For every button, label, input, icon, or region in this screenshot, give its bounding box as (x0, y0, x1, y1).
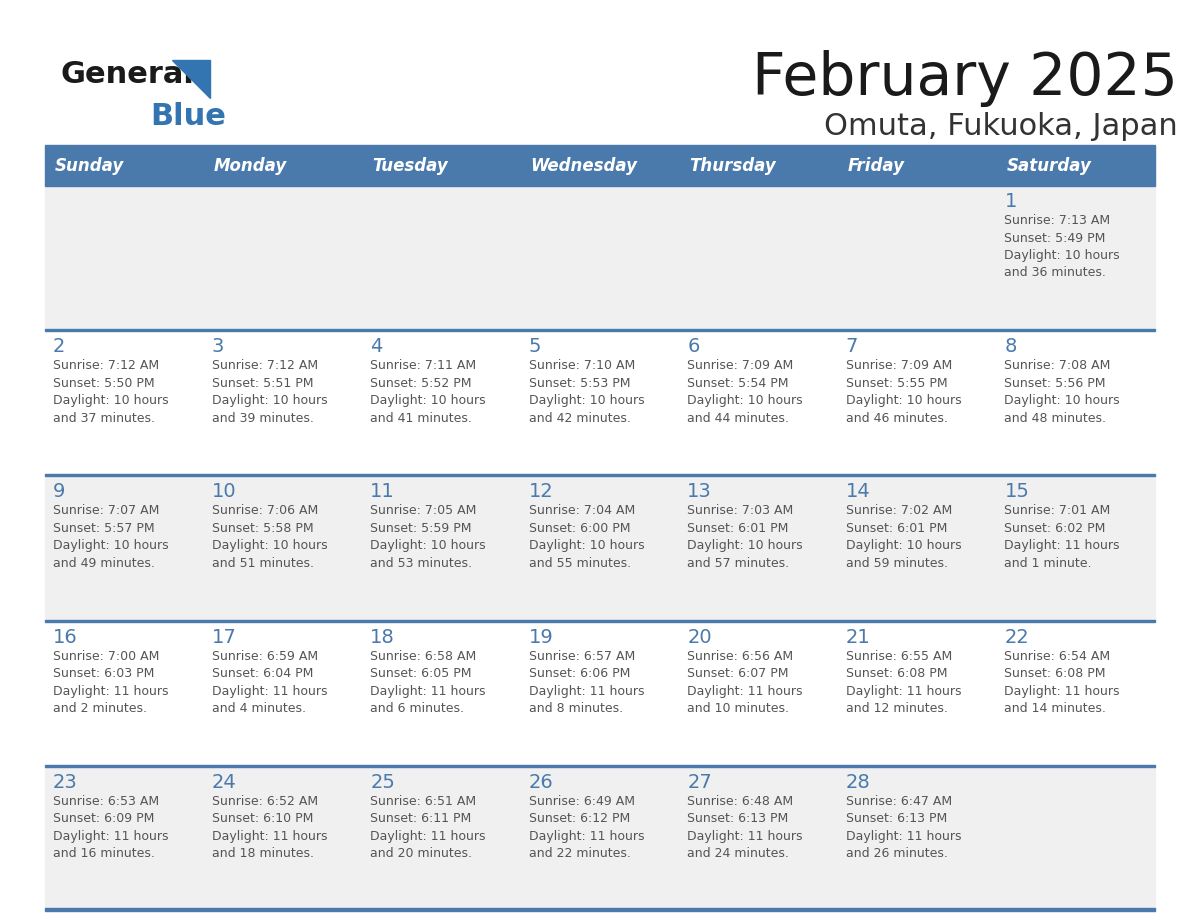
Text: Blue: Blue (150, 102, 226, 131)
Text: 21: 21 (846, 628, 871, 646)
Text: 2: 2 (53, 337, 65, 356)
Text: Monday: Monday (214, 157, 286, 175)
Bar (997, 148, 1155, 184)
Text: Sunrise: 6:51 AM
Sunset: 6:11 PM
Daylight: 11 hours
and 20 minutes.: Sunrise: 6:51 AM Sunset: 6:11 PM Dayligh… (371, 795, 486, 860)
Text: Sunrise: 7:09 AM
Sunset: 5:55 PM
Daylight: 10 hours
and 46 minutes.: Sunrise: 7:09 AM Sunset: 5:55 PM Dayligh… (846, 359, 961, 425)
Bar (362, 148, 520, 184)
Bar (45, 620, 1155, 765)
Text: Sunrise: 7:09 AM
Sunset: 5:54 PM
Daylight: 10 hours
and 44 minutes.: Sunrise: 7:09 AM Sunset: 5:54 PM Dayligh… (688, 359, 803, 425)
Text: Sunrise: 7:07 AM
Sunset: 5:57 PM
Daylight: 10 hours
and 49 minutes.: Sunrise: 7:07 AM Sunset: 5:57 PM Dayligh… (53, 504, 169, 570)
Text: Omuta, Fukuoka, Japan: Omuta, Fukuoka, Japan (824, 112, 1178, 141)
Text: 5: 5 (529, 337, 542, 356)
Bar (45, 148, 203, 184)
Text: Friday: Friday (848, 157, 905, 175)
Bar (45, 184, 1155, 330)
Text: Sunrise: 7:00 AM
Sunset: 6:03 PM
Daylight: 11 hours
and 2 minutes.: Sunrise: 7:00 AM Sunset: 6:03 PM Dayligh… (53, 650, 169, 715)
Text: Tuesday: Tuesday (372, 157, 448, 175)
Text: 7: 7 (846, 337, 858, 356)
Text: 16: 16 (53, 628, 77, 646)
Text: 3: 3 (211, 337, 225, 356)
Text: 26: 26 (529, 773, 554, 792)
Text: 6: 6 (688, 337, 700, 356)
Bar (203, 148, 362, 184)
Text: Sunrise: 6:59 AM
Sunset: 6:04 PM
Daylight: 11 hours
and 4 minutes.: Sunrise: 6:59 AM Sunset: 6:04 PM Dayligh… (211, 650, 327, 715)
Text: Thursday: Thursday (689, 157, 776, 175)
Bar (45, 145, 1155, 148)
Bar (45, 330, 1155, 331)
Text: Sunrise: 6:54 AM
Sunset: 6:08 PM
Daylight: 11 hours
and 14 minutes.: Sunrise: 6:54 AM Sunset: 6:08 PM Dayligh… (1004, 650, 1120, 715)
Text: Sunrise: 6:47 AM
Sunset: 6:13 PM
Daylight: 11 hours
and 26 minutes.: Sunrise: 6:47 AM Sunset: 6:13 PM Dayligh… (846, 795, 961, 860)
Bar (45, 184, 1155, 186)
Text: 11: 11 (371, 482, 394, 501)
Bar (45, 475, 1155, 476)
Bar (45, 908, 1155, 911)
Text: Sunrise: 7:13 AM
Sunset: 5:49 PM
Daylight: 10 hours
and 36 minutes.: Sunrise: 7:13 AM Sunset: 5:49 PM Dayligh… (1004, 214, 1120, 279)
Polygon shape (172, 60, 210, 98)
Text: 20: 20 (688, 628, 712, 646)
Bar (680, 148, 838, 184)
Text: 1: 1 (1004, 192, 1017, 211)
Text: 15: 15 (1004, 482, 1029, 501)
Bar (45, 765, 1155, 910)
Text: Sunrise: 6:56 AM
Sunset: 6:07 PM
Daylight: 11 hours
and 10 minutes.: Sunrise: 6:56 AM Sunset: 6:07 PM Dayligh… (688, 650, 803, 715)
Text: Sunrise: 6:58 AM
Sunset: 6:05 PM
Daylight: 11 hours
and 6 minutes.: Sunrise: 6:58 AM Sunset: 6:05 PM Dayligh… (371, 650, 486, 715)
Bar (45, 620, 1155, 621)
Text: 9: 9 (53, 482, 65, 501)
Text: Sunrise: 7:01 AM
Sunset: 6:02 PM
Daylight: 11 hours
and 1 minute.: Sunrise: 7:01 AM Sunset: 6:02 PM Dayligh… (1004, 504, 1120, 570)
Text: Sunrise: 7:08 AM
Sunset: 5:56 PM
Daylight: 10 hours
and 48 minutes.: Sunrise: 7:08 AM Sunset: 5:56 PM Dayligh… (1004, 359, 1120, 425)
Text: Sunrise: 7:06 AM
Sunset: 5:58 PM
Daylight: 10 hours
and 51 minutes.: Sunrise: 7:06 AM Sunset: 5:58 PM Dayligh… (211, 504, 327, 570)
Text: General: General (61, 60, 194, 89)
Text: 27: 27 (688, 773, 712, 792)
Text: Wednesday: Wednesday (531, 157, 638, 175)
Text: Sunrise: 6:49 AM
Sunset: 6:12 PM
Daylight: 11 hours
and 22 minutes.: Sunrise: 6:49 AM Sunset: 6:12 PM Dayligh… (529, 795, 644, 860)
Text: 28: 28 (846, 773, 871, 792)
Text: 25: 25 (371, 773, 396, 792)
Text: 17: 17 (211, 628, 236, 646)
Text: 10: 10 (211, 482, 236, 501)
Text: Sunrise: 6:57 AM
Sunset: 6:06 PM
Daylight: 11 hours
and 8 minutes.: Sunrise: 6:57 AM Sunset: 6:06 PM Dayligh… (529, 650, 644, 715)
Text: 23: 23 (53, 773, 77, 792)
Text: 22: 22 (1004, 628, 1029, 646)
Text: Sunrise: 6:52 AM
Sunset: 6:10 PM
Daylight: 11 hours
and 18 minutes.: Sunrise: 6:52 AM Sunset: 6:10 PM Dayligh… (211, 795, 327, 860)
Bar (45, 475, 1155, 620)
Text: Sunrise: 6:55 AM
Sunset: 6:08 PM
Daylight: 11 hours
and 12 minutes.: Sunrise: 6:55 AM Sunset: 6:08 PM Dayligh… (846, 650, 961, 715)
Text: Sunrise: 7:05 AM
Sunset: 5:59 PM
Daylight: 10 hours
and 53 minutes.: Sunrise: 7:05 AM Sunset: 5:59 PM Dayligh… (371, 504, 486, 570)
Text: Sunrise: 7:10 AM
Sunset: 5:53 PM
Daylight: 10 hours
and 42 minutes.: Sunrise: 7:10 AM Sunset: 5:53 PM Dayligh… (529, 359, 644, 425)
Text: Sunrise: 7:12 AM
Sunset: 5:51 PM
Daylight: 10 hours
and 39 minutes.: Sunrise: 7:12 AM Sunset: 5:51 PM Dayligh… (211, 359, 327, 425)
Text: Sunrise: 7:11 AM
Sunset: 5:52 PM
Daylight: 10 hours
and 41 minutes.: Sunrise: 7:11 AM Sunset: 5:52 PM Dayligh… (371, 359, 486, 425)
Text: 24: 24 (211, 773, 236, 792)
Text: 19: 19 (529, 628, 554, 646)
Text: Sunrise: 7:04 AM
Sunset: 6:00 PM
Daylight: 10 hours
and 55 minutes.: Sunrise: 7:04 AM Sunset: 6:00 PM Dayligh… (529, 504, 644, 570)
Bar (45, 765, 1155, 767)
Text: 8: 8 (1004, 337, 1017, 356)
Bar (520, 148, 680, 184)
Text: Sunday: Sunday (55, 157, 125, 175)
Text: 12: 12 (529, 482, 554, 501)
Text: 13: 13 (688, 482, 712, 501)
Text: Sunrise: 7:12 AM
Sunset: 5:50 PM
Daylight: 10 hours
and 37 minutes.: Sunrise: 7:12 AM Sunset: 5:50 PM Dayligh… (53, 359, 169, 425)
Text: Sunrise: 7:03 AM
Sunset: 6:01 PM
Daylight: 10 hours
and 57 minutes.: Sunrise: 7:03 AM Sunset: 6:01 PM Dayligh… (688, 504, 803, 570)
Text: 4: 4 (371, 337, 383, 356)
Text: Saturday: Saturday (1006, 157, 1092, 175)
Text: February 2025: February 2025 (752, 50, 1178, 107)
Text: Sunrise: 6:48 AM
Sunset: 6:13 PM
Daylight: 11 hours
and 24 minutes.: Sunrise: 6:48 AM Sunset: 6:13 PM Dayligh… (688, 795, 803, 860)
Text: Sunrise: 7:02 AM
Sunset: 6:01 PM
Daylight: 10 hours
and 59 minutes.: Sunrise: 7:02 AM Sunset: 6:01 PM Dayligh… (846, 504, 961, 570)
Bar (45, 330, 1155, 475)
Text: 18: 18 (371, 628, 394, 646)
Text: Sunrise: 6:53 AM
Sunset: 6:09 PM
Daylight: 11 hours
and 16 minutes.: Sunrise: 6:53 AM Sunset: 6:09 PM Dayligh… (53, 795, 169, 860)
Text: 14: 14 (846, 482, 871, 501)
Bar (838, 148, 997, 184)
